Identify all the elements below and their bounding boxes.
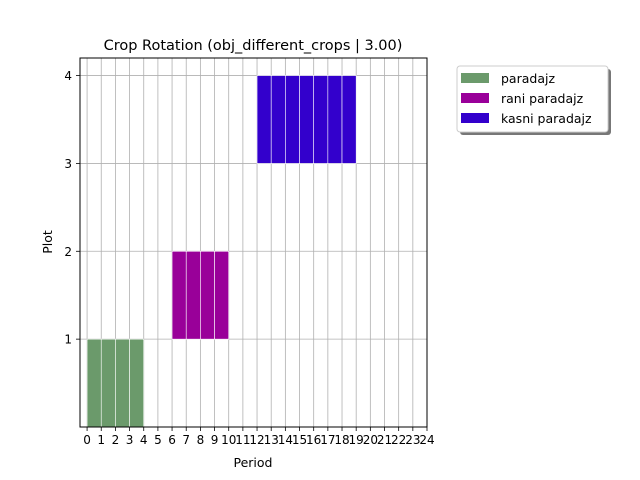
x-tick-label: 2 <box>112 433 120 447</box>
x-tick-label: 9 <box>211 433 219 447</box>
x-tick-label: 4 <box>140 433 148 447</box>
bar-kasni-paradajz-period-12 <box>256 75 272 164</box>
x-tick-label: 24 <box>419 433 434 447</box>
y-axis-label: Plot <box>40 230 55 254</box>
x-tick-label: 23 <box>405 433 420 447</box>
legend-label: paradajz <box>501 71 555 86</box>
x-tick-label: 22 <box>391 433 406 447</box>
bar-rani-paradajz-period-7 <box>185 250 201 340</box>
plot-frame <box>79 57 428 428</box>
y-tick-label: 3 <box>64 157 72 171</box>
x-tick-label: 0 <box>83 433 91 447</box>
bar-kasni-paradajz-period-18 <box>341 75 357 164</box>
x-tick-label: 13 <box>264 433 279 447</box>
x-tick-label: 5 <box>154 433 162 447</box>
bar-paradajz-period-1 <box>100 338 116 428</box>
x-tick-label: 14 <box>278 433 293 447</box>
bar-kasni-paradajz-period-17 <box>327 75 343 164</box>
y-tick-label: 2 <box>64 245 72 259</box>
bar-paradajz-period-2 <box>115 338 130 428</box>
legend: paradajz rani paradajz kasni paradajz <box>456 65 611 135</box>
legend-swatch <box>461 73 489 83</box>
bar-rani-paradajz-period-6 <box>171 250 187 340</box>
y-tick-label: 4 <box>64 69 72 83</box>
x-tick-label: 10 <box>221 433 236 447</box>
x-tick-label: 17 <box>320 433 335 447</box>
bar-rani-paradajz-period-8 <box>200 250 215 340</box>
grid <box>80 58 428 427</box>
x-tick-label: 12 <box>249 433 264 447</box>
y-tick-label: 1 <box>64 333 72 347</box>
bar-paradajz-period-0 <box>86 338 102 428</box>
chart-title: Crop Rotation (obj_different_crops | 3.0… <box>104 38 403 54</box>
x-tick-label: 3 <box>126 433 134 447</box>
x-tick-label: 1 <box>97 433 105 447</box>
legend-swatch <box>461 93 489 103</box>
legend-box <box>456 65 609 133</box>
x-tick-label: 19 <box>349 433 364 447</box>
x-tick-label: 6 <box>168 433 176 447</box>
legend-label: rani paradajz <box>501 91 584 106</box>
bar-kasni-paradajz-period-13 <box>270 75 286 164</box>
bar-kasni-paradajz-period-15 <box>299 75 314 164</box>
x-axis-label: Period <box>234 455 273 470</box>
bar-kasni-paradajz-period-16 <box>313 75 329 164</box>
x-tick-label: 7 <box>182 433 190 447</box>
x-tick-label: 11 <box>235 433 250 447</box>
x-tick-label: 8 <box>197 433 205 447</box>
legend-swatch <box>461 113 489 123</box>
x-tick-label: 15 <box>292 433 307 447</box>
x-tick-label: 18 <box>334 433 349 447</box>
legend-label: kasni paradajz <box>501 111 592 126</box>
x-tick-label: 20 <box>363 433 378 447</box>
bar-paradajz-period-3 <box>129 338 145 428</box>
bars <box>86 75 357 428</box>
x-tick-label: 16 <box>306 433 321 447</box>
bar-rani-paradajz-period-9 <box>214 250 230 340</box>
bar-kasni-paradajz-period-14 <box>285 75 300 164</box>
x-tick-label: 21 <box>377 433 392 447</box>
y-axis-ticks: 1 2 3 4 <box>64 69 80 347</box>
